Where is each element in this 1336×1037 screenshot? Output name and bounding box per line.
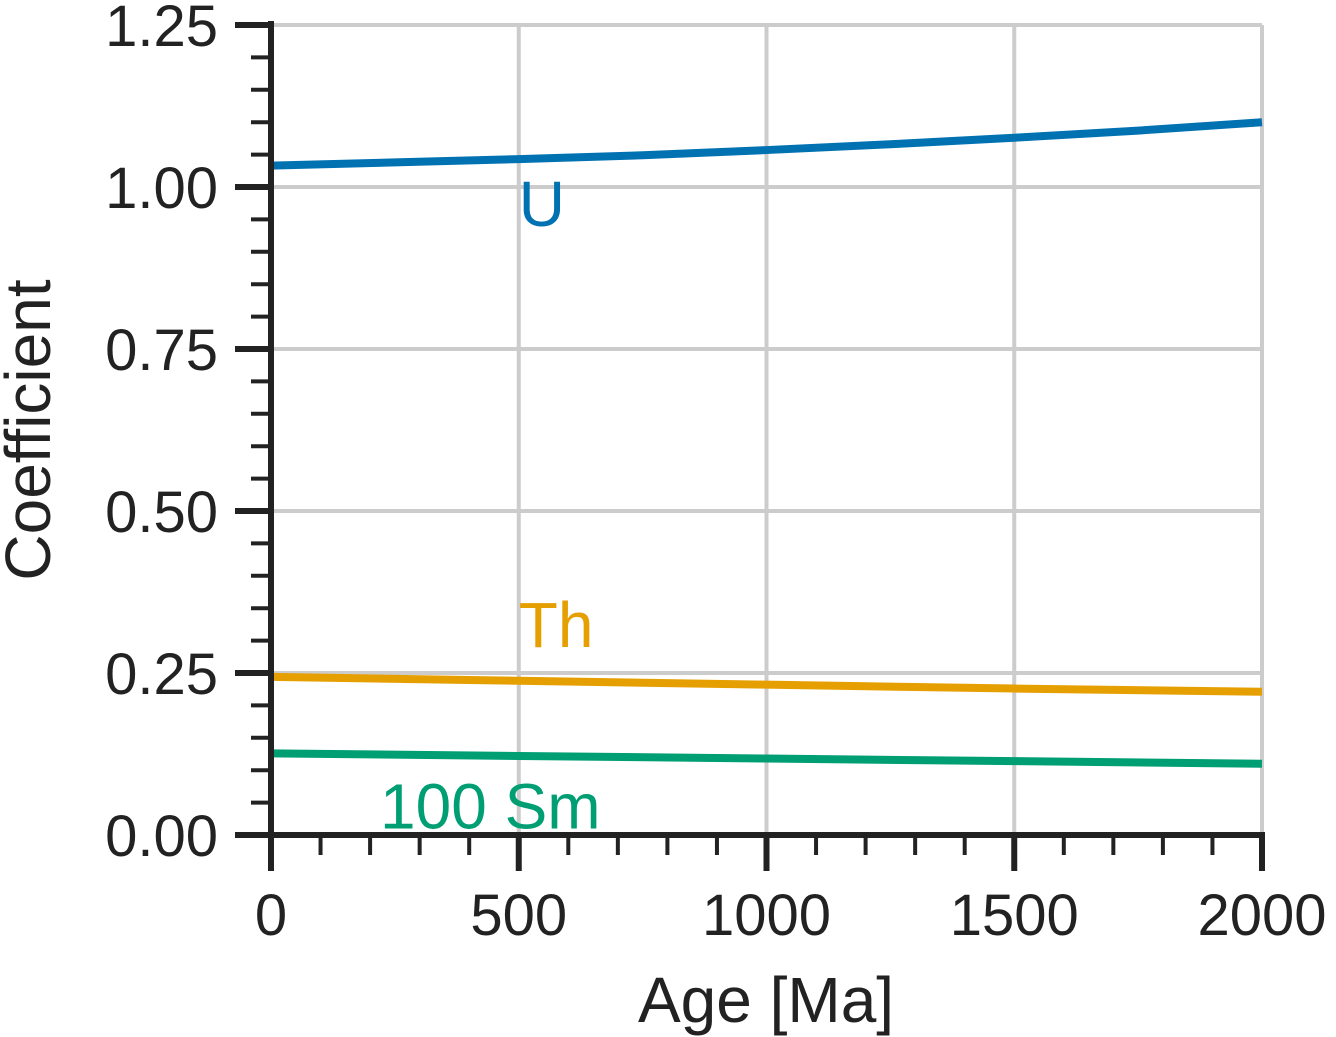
x-tick-label: 1500 xyxy=(950,883,1079,948)
y-tick-label: 0.25 xyxy=(105,642,218,707)
y-tick-label: 1.00 xyxy=(105,156,218,221)
grid-lines xyxy=(271,23,1264,835)
x-axis-title: Age [Ma] xyxy=(638,964,894,1036)
x-tick-label: 500 xyxy=(470,883,567,948)
y-tick-label: 0.00 xyxy=(105,804,218,869)
series-lines xyxy=(270,118,1263,768)
y-tick-label: 0.50 xyxy=(105,480,218,545)
y-tick-label: 0.75 xyxy=(105,318,218,383)
y-tick-label: 1.25 xyxy=(105,0,218,59)
x-tick-label: 2000 xyxy=(1197,883,1326,948)
series-label-100-sm: 100 Sm xyxy=(380,771,601,843)
x-tick-label: 1000 xyxy=(702,883,831,948)
series-line-100-sm xyxy=(270,749,1263,768)
y-axis-title: Coefficient xyxy=(0,279,64,580)
series-line-u xyxy=(270,118,1263,170)
series-line-th xyxy=(270,672,1263,696)
series-labels: U Th 100 Sm xyxy=(380,168,601,843)
series-label-u: U xyxy=(519,168,565,240)
axes xyxy=(235,21,1265,871)
x-tick-label: 0 xyxy=(255,883,287,948)
series-label-th: Th xyxy=(519,589,594,661)
tick-labels: 0 500 1000 1500 2000 0.00 0.25 0.50 0.75 1.00 1.25 xyxy=(105,0,1326,948)
